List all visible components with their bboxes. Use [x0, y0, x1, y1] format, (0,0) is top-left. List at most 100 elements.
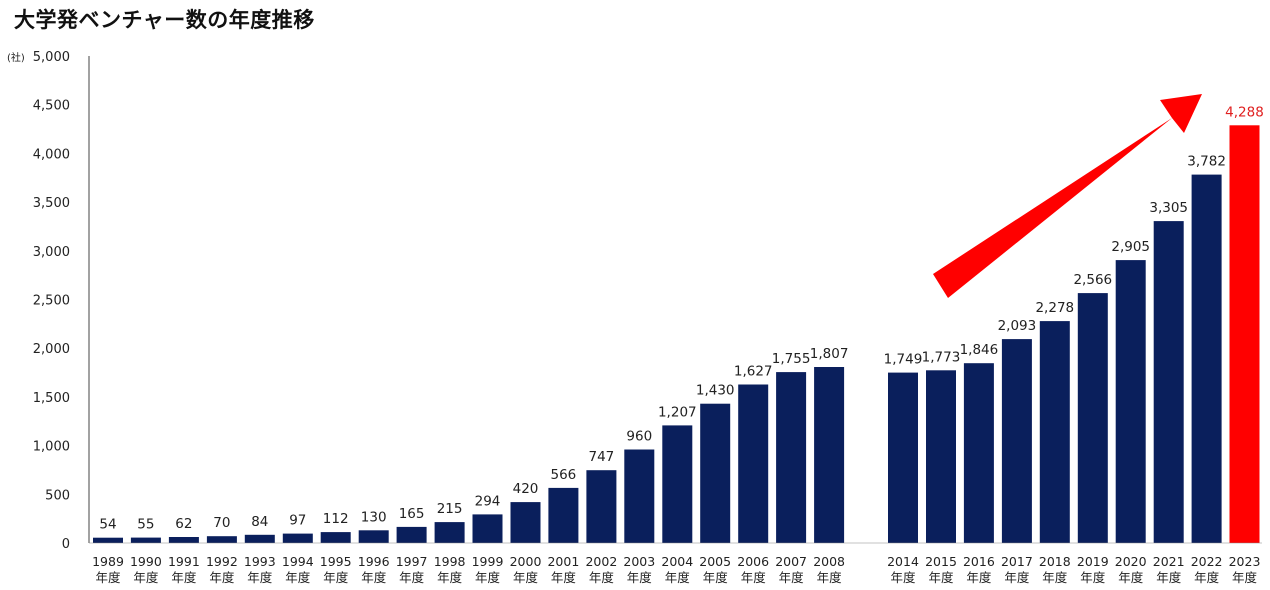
x-tick-suffix: 年度 — [741, 570, 767, 585]
bar-2004 — [662, 425, 693, 543]
bars — [93, 125, 1260, 544]
bar-2003 — [624, 449, 655, 543]
x-tick-suffix: 年度 — [551, 570, 577, 585]
x-tick-year: 2000 — [510, 554, 542, 569]
x-tick-suffix: 年度 — [209, 570, 235, 585]
x-tick-suffix: 年度 — [1004, 570, 1030, 585]
bar-1997 — [396, 526, 427, 543]
y-tick-label: 4,000 — [33, 147, 70, 162]
x-tick-suffix: 年度 — [1194, 570, 1220, 585]
x-tick-suffix: 年度 — [1156, 570, 1182, 585]
bar-2015 — [926, 370, 956, 543]
bar-2002 — [586, 470, 617, 543]
x-tick-year: 2015 — [925, 554, 957, 569]
x-tick-suffix: 年度 — [589, 570, 615, 585]
value-label-1990: 55 — [137, 517, 154, 533]
x-tick-year: 1996 — [358, 554, 390, 569]
x-tick-year: 1995 — [320, 554, 352, 569]
bar-2020 — [1115, 260, 1146, 543]
x-tick-suffix: 年度 — [171, 570, 197, 585]
x-tick-suffix: 年度 — [703, 570, 729, 585]
bar-1990 — [130, 537, 161, 543]
x-tick-suffix: 年度 — [323, 570, 349, 585]
value-label-2020: 2,905 — [1111, 239, 1150, 255]
x-tick-year: 1993 — [244, 554, 276, 569]
bar-2021 — [1153, 221, 1184, 543]
bar-2000 — [510, 502, 541, 543]
x-tick-suffix: 年度 — [890, 570, 916, 585]
bar-2022 — [1191, 174, 1222, 543]
x-tick-year: 2001 — [547, 554, 579, 569]
x-tick-suffix: 年度 — [928, 570, 954, 585]
x-tick-suffix: 年度 — [361, 570, 387, 585]
value-label-2017: 2,093 — [998, 318, 1037, 334]
x-tick-suffix: 年度 — [665, 570, 691, 585]
value-label-2014: 1,749 — [884, 352, 923, 368]
x-tick-suffix: 年度 — [627, 570, 653, 585]
x-tick-year: 2006 — [737, 554, 769, 569]
y-tick-label: 500 — [45, 488, 70, 503]
x-tick-year: 2017 — [1001, 554, 1033, 569]
value-labels: 54 55 62 70 84 97 112 130 165 215 294 420 566 747 960 1… — [99, 104, 1263, 532]
bar-1995 — [320, 532, 351, 543]
bar-2023 — [1229, 125, 1260, 544]
x-tick-year: 2022 — [1191, 554, 1223, 569]
bar-1991 — [168, 537, 199, 543]
x-tick-suffix: 年度 — [437, 570, 463, 585]
x-tick-year: 2007 — [775, 554, 807, 569]
x-tick-year: 2014 — [887, 554, 919, 569]
y-axis: 0 500 1,000 1,500 2,000 2,500 3,000 3,500 4,000 4… — [7, 50, 90, 552]
y-tick-label: 2,500 — [33, 294, 70, 309]
x-tick-year: 2018 — [1039, 554, 1071, 569]
x-tick-suffix: 年度 — [513, 570, 539, 585]
bar-2014 — [888, 372, 918, 543]
value-label-2003: 960 — [626, 429, 652, 445]
trend-arrow-layer — [933, 94, 1202, 298]
x-tick-year: 1991 — [168, 554, 200, 569]
bar-1994 — [282, 533, 313, 543]
x-tick-suffix: 年度 — [1232, 570, 1258, 585]
x-tick-year: 2005 — [699, 554, 731, 569]
value-label-2008: 1,807 — [810, 346, 849, 362]
bar-2005 — [700, 403, 731, 543]
chart-title: 大学発ベンチャー数の年度推移 — [14, 8, 315, 32]
x-tick-year: 2003 — [623, 554, 655, 569]
x-tick-suffix: 年度 — [966, 570, 992, 585]
x-tick-year: 1989 — [92, 554, 124, 569]
bar-2016 — [963, 363, 994, 543]
y-tick-label: 4,500 — [33, 99, 70, 114]
value-label-2006: 1,627 — [734, 364, 773, 380]
y-tick-label: 3,500 — [33, 196, 70, 211]
bar-2018 — [1039, 321, 1070, 543]
y-tick-label: 5,000 — [33, 50, 70, 65]
y-tick-label: 3,000 — [33, 245, 70, 260]
value-label-1989: 54 — [99, 517, 116, 533]
x-tick-year: 2016 — [963, 554, 995, 569]
x-tick-year: 2021 — [1153, 554, 1185, 569]
x-tick-suffix: 年度 — [1042, 570, 1068, 585]
x-tick-suffix: 年度 — [1080, 570, 1106, 585]
value-label-2005: 1,430 — [696, 383, 735, 399]
value-label-2016: 1,846 — [960, 342, 999, 358]
value-label-1991: 62 — [175, 516, 192, 532]
value-label-1995: 112 — [323, 511, 349, 527]
x-tick-year: 2004 — [661, 554, 693, 569]
value-label-2002: 747 — [589, 449, 615, 465]
x-tick-year: 2002 — [585, 554, 617, 569]
y-unit-label: (社) — [7, 51, 25, 64]
x-tick-year: 2008 — [813, 554, 845, 569]
bar-1989 — [93, 537, 123, 543]
value-label-2007: 1,755 — [772, 351, 811, 367]
x-tick-suffix: 年度 — [133, 570, 159, 585]
value-label-2022: 3,782 — [1187, 154, 1226, 170]
value-label-1996: 130 — [361, 509, 387, 525]
bar-2001 — [548, 487, 579, 543]
y-tick-label: 2,000 — [33, 342, 70, 357]
trend-arrow — [933, 94, 1202, 298]
x-tick-suffix: 年度 — [247, 570, 273, 585]
x-tick-suffix: 年度 — [285, 570, 311, 585]
x-tick-year: 1994 — [282, 554, 314, 569]
value-label-1993: 84 — [251, 514, 268, 530]
value-label-1994: 97 — [289, 513, 306, 529]
